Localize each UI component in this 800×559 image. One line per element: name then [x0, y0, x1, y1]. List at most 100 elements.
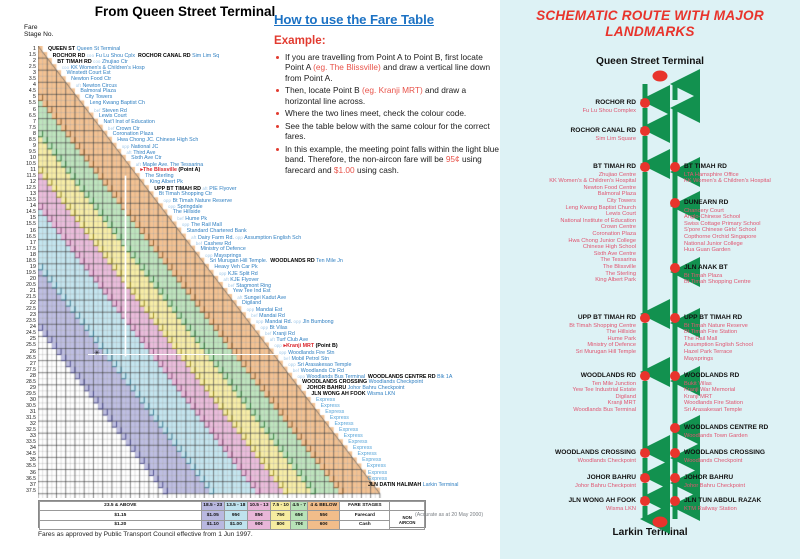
- route-landmark-inbound: Bt Timah Nature Reserve: [684, 322, 748, 329]
- stop-code: bef: [251, 313, 258, 319]
- stop-row: King Albert Pk: [149, 179, 183, 186]
- stop-name: Queen St Terminal: [76, 46, 121, 52]
- instruction-step: See the table below with the same colour…: [274, 121, 500, 142]
- stop-name: Newton Food Ctr: [71, 76, 112, 83]
- route-landmark-outbound: The Blissville: [602, 263, 636, 270]
- stop-row: opp Bt Timah Nature Reserve: [164, 198, 233, 205]
- stop-name: Bt Vilas: [269, 325, 288, 332]
- stop-row: Sixth Ave Ctr: [131, 155, 162, 162]
- express-label: Express: [366, 463, 386, 470]
- stop-code: aft: [126, 149, 132, 155]
- step-text: Where the two lines meet, check the colo…: [285, 108, 467, 119]
- route-landmark-outbound: City Towers: [606, 197, 636, 204]
- legend-cell: FARE STAGES: [339, 500, 391, 512]
- legend-cash-row: $1.20 $1.10 $1.00 90¢ 80¢ 70¢ 60¢ Cash: [39, 519, 425, 531]
- route-landmark-inbound: LTA Hamsphire Office: [684, 171, 739, 178]
- stage-number: 9: [32, 142, 36, 149]
- instruction-steps: If you are travelling from Point A to Po…: [274, 52, 500, 177]
- route-landmark-inbound: Sri Arasakesari Temple: [684, 406, 743, 413]
- stop-row: bef Kranji Rd: [265, 331, 295, 338]
- route-landmark-inbound: Maysprings: [684, 355, 714, 362]
- route-node-outbound: WOODLANDS RD: [580, 372, 636, 379]
- stop-row: opp Woodlands Bus Terminal WOODLANDS CEN…: [297, 374, 452, 381]
- stop-name: Mobil Petrol Stn: [291, 355, 329, 362]
- stage-number: 14.5: [26, 209, 36, 216]
- stage-number: 35.5: [26, 463, 36, 470]
- stop-road: ROCHOR CANAL RD: [138, 53, 191, 60]
- stop-name: Digiland: [242, 300, 262, 307]
- stop-name: Woodlands Fire Stn: [288, 349, 335, 356]
- stop-row: ▸The Blissville (Point A): [140, 167, 200, 174]
- stop-code: aft: [269, 337, 276, 343]
- instructions-heading: How to use the Fare Table: [274, 12, 434, 27]
- stop-name: Blk 1A: [437, 373, 453, 380]
- stop-row: Newton Food Ctr: [71, 76, 112, 83]
- fare-table-panel: From Queen Street Terminal Fare Stage No.…: [24, 4, 484, 538]
- legend-cell: 95¢: [223, 510, 248, 521]
- legend-cell: 23.5 & ABOVE: [39, 500, 202, 512]
- stage-number: 24.5: [26, 330, 36, 337]
- route-landmark-inbound: Hazel Park Terrace: [684, 348, 733, 355]
- step-text: If you are travelling from Point A to Po…: [285, 52, 483, 73]
- stop-code: coo: [61, 65, 70, 71]
- legend-cell: $1.00: [223, 519, 248, 531]
- instructions-panel: How to use the Fare Table Example: If yo…: [272, 0, 500, 280]
- stop-code: opp: [293, 319, 302, 325]
- stop-code: aft: [223, 276, 229, 282]
- route-landmark-inbound: KTM Railway Station: [684, 505, 737, 512]
- stop-row: Winstedt Court Est: [66, 70, 110, 77]
- stop-row: BT TIMAH RD coo Zhujiao Ctr: [57, 59, 128, 66]
- route-landmark-outbound: Kranji MRT: [607, 400, 636, 407]
- stage-number: 19: [29, 263, 36, 270]
- stage-number: 18.5: [26, 257, 36, 264]
- legend-cell: 70¢: [290, 519, 309, 531]
- route-landmark-inbound: Woodlands Fire Station: [684, 400, 744, 407]
- route-landmark-outbound: Balmoral Plaza: [597, 191, 636, 198]
- fare-legend-table: 23.5 & ABOVE 18.5 - 23 13.5 - 18 10.5 - 13 7…: [38, 500, 426, 531]
- stop-row: Express: [339, 427, 358, 434]
- stop-name: National JC: [130, 143, 159, 150]
- stop-row: Express: [330, 415, 349, 422]
- stop-code: opp: [218, 270, 227, 276]
- route-landmark-outbound: Wisma LKN: [605, 505, 636, 512]
- stop-name: Bt Timah Shopping Ctr: [158, 191, 213, 198]
- stop-row: ROCHOR RD coo Fu Lu Shou Cplx ROCHOR CAN…: [53, 53, 220, 60]
- route-landmark-inbound: Woodlands Town Garden: [684, 432, 748, 439]
- stop-name: Mandai Est: [255, 307, 283, 314]
- legend-cell: [389, 500, 425, 512]
- stop-name: Fu Lu Shou Cplx: [95, 53, 136, 60]
- stop-name: King Albert Pk: [149, 179, 183, 186]
- route-landmark-inbound: Kranji MRT: [684, 393, 713, 400]
- route-landmark-outbound: Coronation Plaza: [592, 230, 636, 237]
- legend-aircon-cell: NON AIRCON: [389, 510, 425, 531]
- stop-name: Maysprings: [214, 252, 242, 259]
- stop-row: Ministry of Defence: [200, 246, 245, 253]
- stop-row: Standard Chartered Bank: [187, 228, 247, 235]
- step-highlight: (eg. Kranji MRT): [362, 85, 423, 96]
- step-text: and draw a vertical line down from Point…: [285, 62, 491, 83]
- stop-row: bef Mobil Petrol Stn: [284, 356, 329, 363]
- stage-number: 22.5: [26, 306, 36, 313]
- stop-code: opp: [163, 198, 172, 204]
- fare-stage-axis-label: Fare Stage No.: [24, 24, 54, 39]
- stop-row: aft Dairy Farm Rd. opp Assumption Englis…: [191, 235, 301, 242]
- stop-row: Balmoral Plaza: [80, 89, 116, 95]
- route-landmark-outbound: Yew Tee Industrial Estate: [572, 387, 636, 394]
- legend-cell: 55¢: [307, 510, 341, 521]
- stage-number: 16: [29, 227, 36, 234]
- stop-name: Sri Arasakesao Temple: [297, 361, 352, 368]
- stage-number: 4.5: [28, 88, 36, 95]
- route-landmark-outbound: KK Women's & Children's Hospital: [549, 178, 636, 185]
- stop-name: Mandai Rd.: [264, 319, 293, 326]
- stop-code: opp: [121, 143, 130, 149]
- route-landmark-inbound: KK Women's & Children's Hospital: [684, 178, 771, 185]
- legend-cell: 85¢: [246, 510, 272, 521]
- route-landmark-inbound: The Rail Mall: [684, 335, 718, 342]
- stage-number: 23.5: [26, 318, 36, 325]
- stop-row: Bt Timah Shopping Ctr: [158, 191, 213, 198]
- route-landmark-outbound: Woodlands Bus Terminal: [573, 406, 636, 413]
- route-node-inbound: JLN TUN ABDUL RAZAK: [684, 497, 762, 504]
- step-highlight: 95¢: [445, 154, 460, 165]
- stop-code: bef: [292, 367, 300, 373]
